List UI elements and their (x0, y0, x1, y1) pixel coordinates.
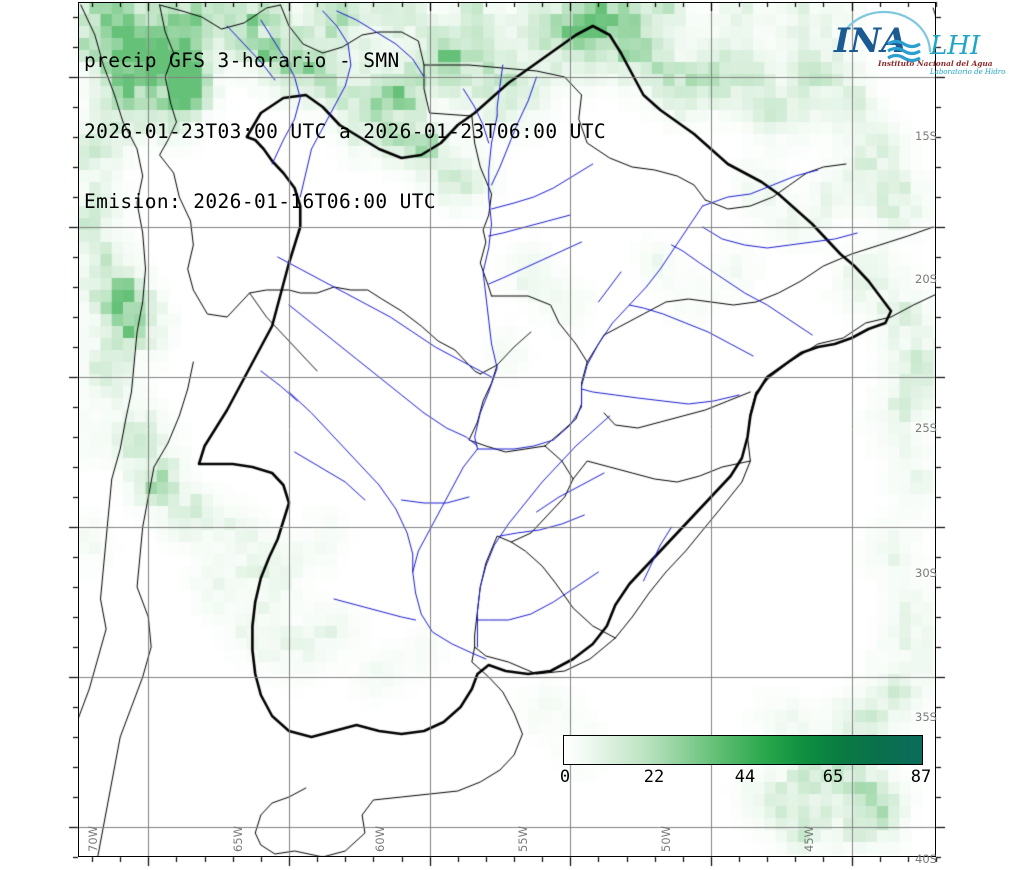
colorbar-tick-0: 0 (559, 767, 571, 787)
title-line-valid-period: 2026-01-23T03:00 UTC a 2026-01-23T06:00 … (84, 119, 607, 143)
logo-wave-icon (887, 39, 921, 63)
colorbar-tick-22: 22 (643, 767, 665, 787)
logo-subtitle-secondary: Laboratorio de Hidrologia (929, 68, 1006, 76)
colorbar-tick-87: 87 (910, 767, 932, 787)
title-line-emission: Emision: 2026-01-16T06:00 UTC (84, 190, 437, 213)
logo-secondary-text: LHI (929, 31, 981, 61)
ina-lhi-logo: INA LHI Instituto Nacional del Agua Labo… (833, 10, 1006, 76)
map-title: precip GFS 3-horario - SMN 2026-01-23T03… (84, 2, 606, 261)
logo-subtitle-main: Instituto Nacional del Agua (877, 59, 993, 68)
colorbar[interactable]: 0 22 44 65 87 (559, 735, 931, 791)
colorbar-tick-44: 44 (734, 767, 756, 787)
colorbar-gradient (563, 735, 923, 765)
title-line-variable: precip GFS 3-horario - SMN (84, 49, 400, 72)
colorbar-tick-labels: 0 22 44 65 87 (559, 765, 931, 791)
colorbar-tick-65: 65 (822, 767, 844, 787)
logo-arc-icon (836, 10, 932, 53)
